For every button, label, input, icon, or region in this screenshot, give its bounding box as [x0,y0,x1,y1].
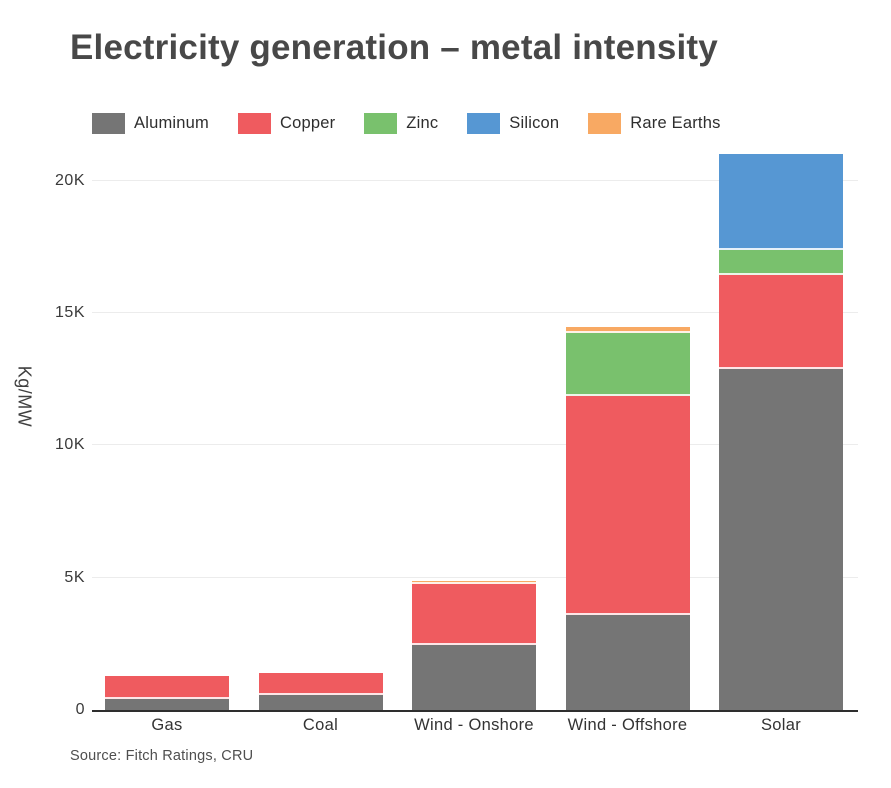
x-axis-label-coal: Coal [302,716,339,734]
bar-coal [258,672,383,710]
silicon-swatch-icon [467,112,501,134]
legend-item-zinc: Zinc [364,112,439,134]
segment-gas-copper [105,676,229,700]
gridline-20k [92,179,858,181]
segment-gas-aluminum [105,699,229,710]
bar-wind-onshore [412,581,536,710]
legend: Aluminum Copper Zinc Silicon Rare Earths [92,112,721,134]
legend-label-aluminum: Aluminum [134,113,209,132]
segment-wind-onshore-rare-earths [412,581,536,585]
y-tick-15k: 15K [55,304,85,322]
zinc-swatch-icon [364,112,398,134]
gridline-10k [92,444,858,446]
y-tick-10k: 10K [55,436,85,454]
legend-item-rare-earths: Rare Earths [588,112,721,134]
x-axis-label-wind-onshore: Wind - Onshore [414,716,534,734]
y-tick-0: 0 [75,701,85,718]
y-tick-20k: 20K [55,171,85,189]
aluminum-swatch-icon [92,112,125,134]
rare-earths-swatch-icon [588,112,622,134]
segment-wind-offshore-copper [565,396,690,616]
plot-area [92,150,858,712]
legend-label-silicon: Silicon [509,113,560,132]
x-axis-label-gas: Gas [151,716,183,734]
segment-wind-offshore-aluminum [565,615,690,710]
segment-coal-aluminum [258,695,383,710]
gridline-15k [92,312,858,314]
x-axis-labels: Gas Coal Wind - Onshore Wind - Offshore Sola… [92,716,858,740]
gridline-5k [92,576,858,578]
x-axis-label-wind-offshore: Wind - Offshore [567,716,688,734]
legend-item-silicon: Silicon [467,112,560,134]
bar-gas [105,676,229,710]
legend-label-zinc: Zinc [406,113,439,132]
segment-wind-offshore-zinc [565,332,690,397]
segment-coal-copper [258,672,383,696]
source-note: Source: Fitch Ratings, CRU [70,748,254,764]
chart-title: Electricity generation – metal intensity [70,28,718,67]
segment-wind-onshore-aluminum [412,644,536,710]
segment-solar-zinc [719,250,843,275]
y-tick-5k: 5K [64,568,85,586]
segment-solar-copper [719,275,843,370]
legend-item-copper: Copper [237,112,336,134]
bars-group [92,150,858,710]
legend-label-copper: Copper [279,113,336,132]
segment-wind-onshore-copper [412,584,536,645]
segment-solar-silicon [719,154,843,251]
y-axis-tick-labels: 0 5K 10K 15K 20K [0,150,85,718]
segment-solar-aluminum [719,369,843,710]
copper-swatch-icon [237,112,271,134]
legend-item-aluminum: Aluminum [92,112,209,134]
legend-label-rare-earths: Rare Earths [630,113,721,132]
segment-wind-offshore-rare-earths [565,327,690,333]
bar-solar [719,154,843,710]
x-axis-label-solar: Solar [760,716,802,734]
bar-wind-offshore [565,327,690,710]
